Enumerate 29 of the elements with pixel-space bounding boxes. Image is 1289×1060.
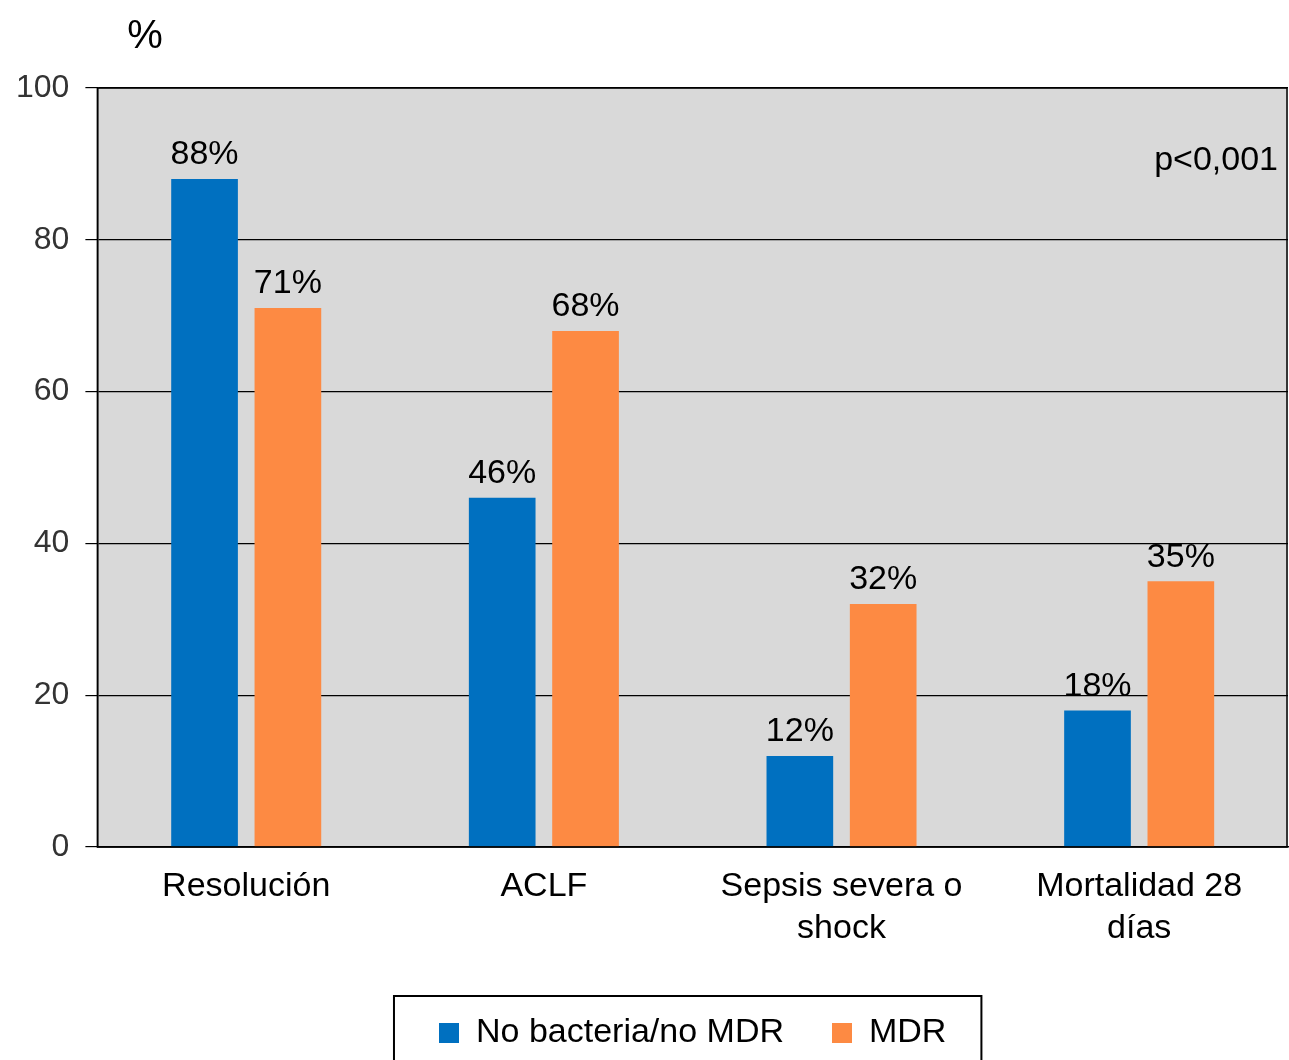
- y-tick-label: 60: [33, 371, 70, 408]
- x-tick-label: Sepsis severa o shock: [720, 864, 963, 946]
- data-label: 46%: [468, 452, 537, 491]
- bar: [766, 755, 834, 847]
- bar: [171, 179, 238, 847]
- x-tick-label: Resolución: [162, 864, 331, 903]
- bar: [254, 308, 322, 847]
- x-tick-label: ACLF: [500, 864, 588, 903]
- legend-label: No bacteria/no MDR: [475, 1011, 784, 1050]
- y-tick-label: 100: [16, 67, 70, 104]
- annotation: p<0,001: [1154, 139, 1278, 178]
- data-label: 35%: [1146, 535, 1215, 574]
- data-label: 12%: [765, 710, 834, 749]
- bar: [1064, 710, 1131, 847]
- bar: [468, 497, 536, 847]
- bar: [1147, 581, 1215, 847]
- data-label: 68%: [551, 285, 620, 324]
- data-label: 88%: [170, 133, 239, 172]
- x-tick-label: Mortalidad 28 días: [1036, 864, 1243, 946]
- y-tick-label: 40: [33, 523, 70, 560]
- data-label: 71%: [253, 262, 322, 301]
- data-label: 32%: [849, 558, 918, 597]
- bar: [552, 330, 619, 847]
- y-tick-label: 0: [51, 826, 70, 863]
- y-tick-label: 80: [33, 219, 70, 256]
- legend-label: MDR: [868, 1011, 947, 1050]
- y-axis-title: %: [127, 12, 163, 56]
- y-tick-label: 20: [33, 675, 70, 712]
- bar: [849, 604, 917, 847]
